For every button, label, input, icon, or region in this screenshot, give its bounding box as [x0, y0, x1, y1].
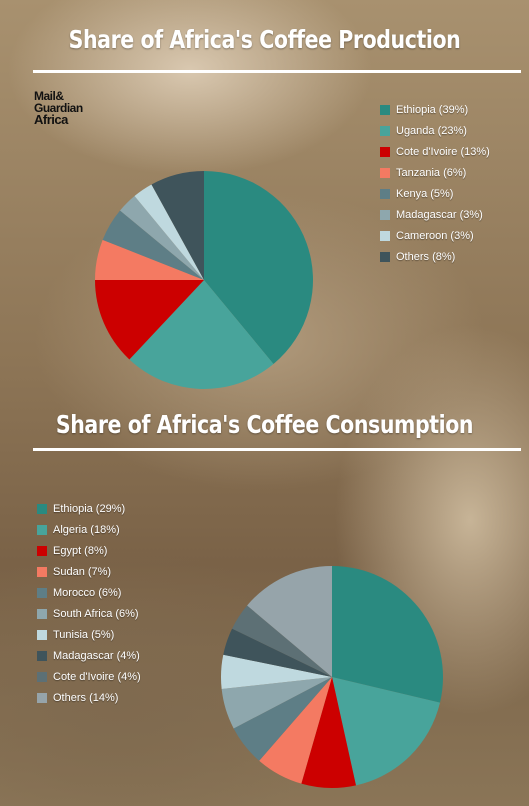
legend-label: Tanzania (6%)	[396, 166, 467, 179]
legend-label: Ethiopia (29%)	[53, 502, 126, 515]
legend-swatch	[37, 692, 47, 703]
legend-item: Tanzania (6%)	[380, 162, 490, 183]
legend-label: Madagascar (4%)	[53, 649, 140, 662]
pie-slice-others	[151, 171, 204, 280]
legend-swatch	[380, 188, 390, 199]
legend-item: Cote d'Ivoire (13%)	[380, 141, 490, 162]
consumption-pie-chart	[221, 566, 443, 788]
legend-label: Others (14%)	[53, 691, 119, 704]
pie-slice-tanzania	[95, 239, 204, 280]
legend-swatch	[380, 167, 390, 178]
legend-label: Algeria (18%)	[53, 523, 120, 536]
legend-item: Madagascar (4%)	[37, 645, 141, 666]
legend-item: Kenya (5%)	[380, 183, 490, 204]
legend-swatch	[380, 125, 390, 136]
production-title-rule	[33, 70, 521, 73]
legend-swatch	[37, 566, 47, 577]
consumption-title-rule	[33, 448, 521, 451]
pie-slice-south-africa	[221, 677, 332, 729]
legend-label: Sudan (7%)	[53, 565, 112, 578]
consumption-title: Share of Africa's Coffee Consumption	[55, 410, 474, 439]
pie-slice-uganda	[129, 280, 274, 389]
legend-swatch	[37, 524, 47, 535]
pie-slice-kenya	[102, 210, 204, 280]
legend-label: South Africa (6%)	[53, 607, 139, 620]
legend-label: Madagascar (3%)	[396, 208, 483, 221]
legend-swatch	[380, 209, 390, 220]
legend-label: Egypt (8%)	[53, 544, 108, 557]
legend-swatch	[37, 503, 47, 514]
legend-label: Tunisia (5%)	[53, 628, 115, 641]
pie-slice-cote-d-ivoire	[232, 605, 332, 677]
legend-label: Cameroon (3%)	[396, 229, 474, 242]
legend-item: Ethiopia (39%)	[380, 99, 490, 120]
pie-slice-ethiopia	[204, 171, 313, 364]
legend-swatch	[37, 650, 47, 661]
pie-slice-others	[247, 566, 332, 677]
pie-slice-morocco	[233, 677, 332, 761]
mail-guardian-africa-logo: Mail& Guardian Africa	[34, 89, 83, 127]
pie-slice-egypt	[301, 677, 356, 788]
legend-item: Cote d'Ivoire (4%)	[37, 666, 141, 687]
legend-label: Kenya (5%)	[396, 187, 454, 200]
legend-swatch	[380, 104, 390, 115]
production-legend: Ethiopia (39%) Uganda (23%) Cote d'Ivoire …	[380, 99, 490, 267]
legend-item: Ethiopia (29%)	[37, 498, 141, 519]
legend-item: Uganda (23%)	[380, 120, 490, 141]
legend-item: South Africa (6%)	[37, 603, 141, 624]
pie-slice-cameroon	[134, 184, 204, 280]
legend-label: Cote d'Ivoire (4%)	[53, 670, 141, 683]
production-pie-chart	[95, 171, 313, 389]
legend-item: Egypt (8%)	[37, 540, 141, 561]
legend-item: Cameroon (3%)	[380, 225, 490, 246]
legend-label: Others (8%)	[396, 250, 456, 263]
pie-slice-tunisia	[221, 654, 332, 690]
legend-item: Others (14%)	[37, 687, 141, 708]
legend-swatch	[380, 146, 390, 157]
legend-swatch	[37, 587, 47, 598]
legend-item: Sudan (7%)	[37, 561, 141, 582]
legend-swatch	[37, 545, 47, 556]
legend-label: Morocco (6%)	[53, 586, 122, 599]
legend-label: Cote d'Ivoire (13%)	[396, 145, 490, 158]
pie-slice-sudan	[259, 677, 332, 784]
legend-swatch	[380, 251, 390, 262]
pie-slice-algeria	[332, 677, 440, 786]
legend-item: Morocco (6%)	[37, 582, 141, 603]
legend-swatch	[37, 671, 47, 682]
consumption-legend: Ethiopia (29%) Algeria (18%) Egypt (8%) Sud…	[37, 498, 141, 708]
legend-swatch	[37, 629, 47, 640]
legend-item: Madagascar (3%)	[380, 204, 490, 225]
legend-item: Tunisia (5%)	[37, 624, 141, 645]
legend-item: Algeria (18%)	[37, 519, 141, 540]
legend-item: Others (8%)	[380, 246, 490, 267]
pie-slice-madagascar	[223, 628, 332, 677]
legend-label: Ethiopia (39%)	[396, 103, 469, 116]
legend-label: Uganda (23%)	[396, 124, 467, 137]
production-title: Share of Africa's Coffee Production	[68, 25, 461, 54]
legend-swatch	[37, 608, 47, 619]
pie-slice-cote-d-ivoire	[95, 280, 204, 360]
pie-slice-ethiopia	[332, 566, 443, 703]
pie-slice-madagascar	[120, 196, 204, 280]
legend-swatch	[380, 230, 390, 241]
